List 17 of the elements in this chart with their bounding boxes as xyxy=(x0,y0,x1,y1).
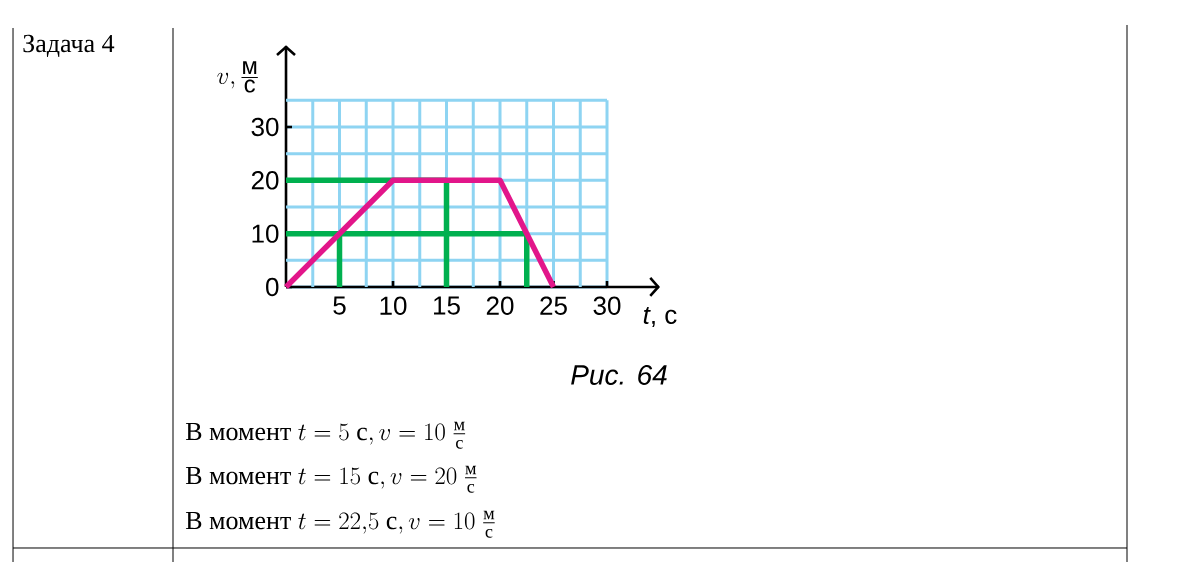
x-tick-label: 20 xyxy=(486,296,514,315)
x-tick-label: 5 xyxy=(333,296,346,315)
y-axis-title: $v,\frac{\text{м}}{\text{с}}$ xyxy=(217,61,258,93)
x-axis-title: t, с xyxy=(643,306,677,328)
text: $\text{В момент } t = 15\text{ с}, v = 20\ \frac{\text{м}}{\text{с}}$ xyxy=(185,465,477,493)
y-tick-label: 20 xyxy=(251,171,279,190)
text: $\text{В момент } t = 22{,}5\text{ с}, v = 10\ \frac{\text{м}}{\text{с}}$ xyxy=(185,510,495,538)
x-tick-label: 10 xyxy=(380,296,407,315)
y-tick-label: 10 xyxy=(252,224,279,243)
text: Задача 4 xyxy=(23,34,115,58)
y-tick-label: 0 xyxy=(266,277,279,297)
y-tick-label: 30 xyxy=(251,117,279,137)
x-tick-label: 15 xyxy=(434,296,460,315)
text: $\text{В момент } t = 5\text{ с}, v = 10\ \frac{\text{м}}{\text{с}}$ xyxy=(185,421,466,449)
text: Рис. 64 xyxy=(571,365,667,385)
x-tick-label: 30 xyxy=(593,296,621,315)
x-tick-label: 25 xyxy=(540,296,567,315)
